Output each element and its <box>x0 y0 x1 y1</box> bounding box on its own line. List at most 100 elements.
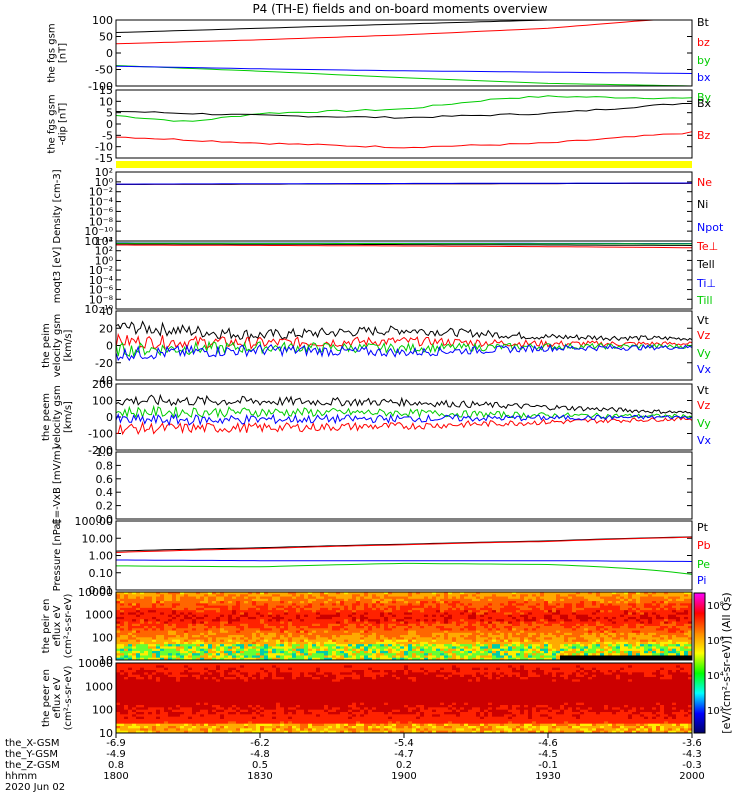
heatmap-cell <box>244 614 249 618</box>
heatmap-cell <box>616 628 621 632</box>
y-axis-label: velocity gsm <box>52 314 63 378</box>
heatmap-cell <box>456 626 461 629</box>
heatmap-cell <box>228 614 233 618</box>
heatmap-cell <box>408 628 413 632</box>
heatmap-cell <box>240 650 245 654</box>
heatmap-cell <box>148 674 153 678</box>
heatmap-cell <box>560 632 565 636</box>
heatmap-cell <box>124 730 129 734</box>
heatmap-cell <box>628 601 633 604</box>
heatmap-cell <box>344 612 349 616</box>
heatmap-cell <box>536 657 541 661</box>
heatmap-cell <box>128 693 133 697</box>
heatmap-cell <box>168 665 173 669</box>
heatmap-cell <box>560 619 565 622</box>
heatmap-cell <box>328 598 333 602</box>
heatmap-cell <box>688 655 693 659</box>
heatmap-cell <box>636 626 641 629</box>
heatmap-cell <box>280 646 285 650</box>
heatmap-cell <box>496 628 501 632</box>
heatmap-cell <box>544 632 549 636</box>
heatmap-cell <box>152 657 157 661</box>
heatmap-cell <box>524 648 529 652</box>
heatmap-cell <box>680 644 685 647</box>
heatmap-cell <box>460 655 465 659</box>
heatmap-cell <box>368 614 373 618</box>
heatmap-cell <box>240 644 245 647</box>
heatmap-cell <box>392 594 397 598</box>
heatmap-cell <box>132 594 137 598</box>
heatmap-cell <box>408 655 413 659</box>
heatmap-cell <box>436 632 441 636</box>
heatmap-cell <box>184 646 189 650</box>
heatmap-cell <box>676 637 681 641</box>
heatmap-cell <box>512 592 517 595</box>
heatmap-cell <box>264 641 269 645</box>
heatmap-cell <box>532 635 537 638</box>
heatmap-cell <box>672 648 677 652</box>
heatmap-cell <box>272 655 277 659</box>
heatmap-cell <box>200 644 205 647</box>
heatmap-cell <box>152 707 157 711</box>
heatmap-cell <box>192 603 197 607</box>
heatmap-cell <box>412 601 417 604</box>
heatmap-cell <box>436 653 441 656</box>
heatmap-cell <box>472 646 477 650</box>
heatmap-cell <box>496 635 501 638</box>
heatmap-cell <box>404 644 409 647</box>
legend-Vt: Vt <box>697 384 710 397</box>
heatmap-cell <box>400 616 405 620</box>
heatmap-cell <box>316 626 321 629</box>
heatmap-cell <box>128 730 133 734</box>
heatmap-cell <box>356 646 361 650</box>
heatmap-cell <box>556 655 561 659</box>
heatmap-cell <box>252 646 257 650</box>
heatmap-cell <box>132 677 137 680</box>
heatmap-cell <box>292 637 297 641</box>
heatmap-cell <box>364 614 369 618</box>
heatmap-cell <box>160 707 165 711</box>
heatmap-cell <box>208 641 213 645</box>
heatmap-cell <box>136 679 141 683</box>
heatmap-cell <box>416 614 421 618</box>
heatmap-cell <box>604 605 609 609</box>
heatmap-cell <box>656 641 661 645</box>
heatmap-cell <box>232 601 237 604</box>
heatmap-cell <box>184 601 189 604</box>
heatmap-cell <box>624 650 629 654</box>
heatmap-cell <box>144 700 149 704</box>
heatmap-cell <box>376 594 381 598</box>
heatmap-cell <box>552 648 557 652</box>
heatmap-cell <box>520 637 525 641</box>
heatmap-cell <box>200 596 205 600</box>
heatmap-cell <box>468 594 473 598</box>
heatmap-cell <box>392 630 397 634</box>
heatmap-cell <box>412 603 417 607</box>
heatmap-cell <box>276 648 281 652</box>
heatmap-cell <box>408 616 413 620</box>
heatmap-cell <box>588 621 593 625</box>
heatmap-cell <box>344 601 349 604</box>
heatmap-cell <box>148 707 153 711</box>
heatmap-cell <box>364 648 369 652</box>
heatmap-cell <box>680 648 685 652</box>
heatmap-cell <box>464 612 469 616</box>
heatmap-cell <box>416 607 421 611</box>
heatmap-cell <box>324 603 329 607</box>
heatmap-cell <box>204 616 209 620</box>
heatmap-cell <box>324 594 329 598</box>
heatmap-cell <box>272 635 277 638</box>
heatmap-cell <box>380 605 385 609</box>
heatmap-cell <box>168 610 173 613</box>
heatmap-cell <box>336 650 341 654</box>
heatmap-cell <box>592 621 597 625</box>
heatmap-cell <box>520 626 525 629</box>
heatmap-cell <box>272 612 277 616</box>
heatmap-cell <box>368 612 373 616</box>
heatmap-cell <box>608 616 613 620</box>
heatmap-cell <box>276 655 281 659</box>
heatmap-cell <box>340 603 345 607</box>
heatmap-cell <box>648 596 653 600</box>
y-tick-label: 10⁴ <box>95 235 114 248</box>
heatmap-cell <box>404 637 409 641</box>
